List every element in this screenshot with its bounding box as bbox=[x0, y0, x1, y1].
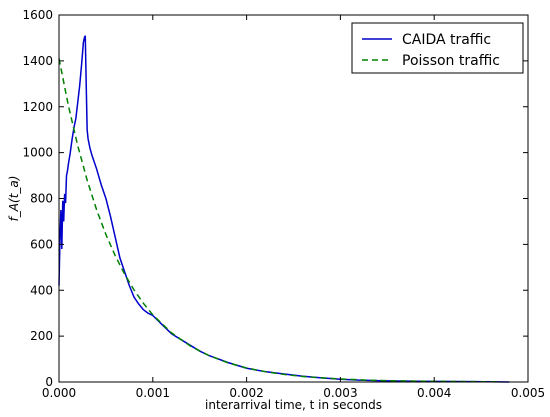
x-tick-label: 0.004 bbox=[417, 386, 451, 400]
x-tick-label: 0.002 bbox=[229, 386, 263, 400]
y-tick-label: 0 bbox=[45, 375, 53, 389]
y-tick-label: 200 bbox=[30, 329, 53, 343]
series-line-poisson bbox=[58, 58, 500, 383]
x-tick-label: 0.000 bbox=[42, 386, 76, 400]
plot-frame bbox=[58, 14, 529, 383]
ticks-layer: 0.000 0.001 0.002 0.003 0.004 0.005 0 200 400 600… bbox=[22, 8, 545, 400]
x-axis-label: interarrival time, t in seconds bbox=[205, 398, 382, 412]
series-layer bbox=[58, 35, 510, 383]
x-tick-label: 0.005 bbox=[511, 386, 545, 400]
legend: CAIDA traffic Poisson traffic bbox=[351, 22, 524, 74]
y-tick-label: 1000 bbox=[22, 146, 53, 160]
series-line-caida bbox=[58, 35, 510, 383]
y-tick-label: 800 bbox=[30, 192, 53, 206]
y-tick-label: 1400 bbox=[22, 54, 53, 68]
y-tick-label: 600 bbox=[30, 237, 53, 251]
y-tick-label: 1600 bbox=[22, 8, 53, 22]
legend-label: CAIDA traffic bbox=[402, 32, 491, 48]
y-axis-label: f_A(t_a) bbox=[7, 176, 21, 222]
legend-label: Poisson traffic bbox=[402, 53, 500, 69]
y-tick-label: 1200 bbox=[22, 100, 53, 114]
x-tick-label: 0.001 bbox=[136, 386, 170, 400]
y-tick-label: 400 bbox=[30, 283, 53, 297]
legend-box bbox=[351, 22, 524, 74]
x-tick-label: 0.003 bbox=[323, 386, 357, 400]
